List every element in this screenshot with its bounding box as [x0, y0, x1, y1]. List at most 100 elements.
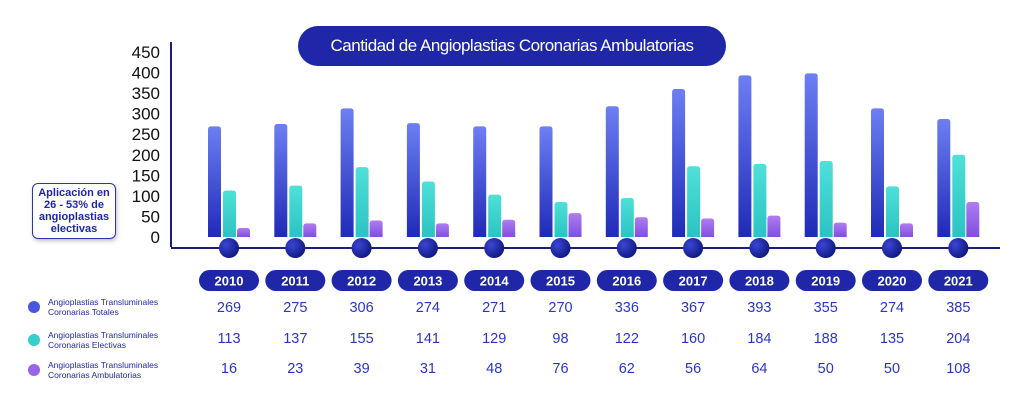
year-pill: [663, 270, 724, 291]
bar-electivas: [886, 186, 899, 237]
timeline-dot: [351, 238, 372, 258]
table-value: 122: [615, 331, 639, 347]
table-value: 355: [814, 300, 838, 316]
bar-electivas: [289, 185, 303, 237]
table-value: 160: [681, 331, 705, 347]
year-pill: [530, 270, 591, 291]
bar-totales: [406, 123, 420, 237]
timeline-dot: [417, 238, 438, 258]
side-note: Aplicación en 26 - 53% de angioplastias …: [32, 183, 116, 239]
bar-ambulatorias: [900, 223, 913, 237]
timeline-dot: [616, 238, 637, 258]
year-pill: [397, 270, 458, 291]
year-label: 2016: [612, 274, 641, 289]
legend-item-ambulatorias: Angioplastias Transluminales Coronarias …: [28, 356, 208, 384]
table-value: 393: [747, 300, 771, 316]
year-label: 2017: [679, 274, 708, 289]
year-label: 2013: [413, 274, 442, 289]
table-value: 113: [217, 331, 240, 347]
bar-electivas: [952, 154, 966, 237]
y-tick-label: 450: [132, 43, 160, 62]
table-value: 64: [751, 361, 767, 377]
table-value: 108: [946, 361, 970, 377]
y-tick-label: 150: [132, 166, 160, 185]
table-value: 204: [946, 331, 970, 347]
y-tick-label: 400: [132, 64, 160, 83]
year-pill: [795, 270, 856, 291]
bar-totales: [804, 73, 818, 237]
table-value: 39: [354, 361, 370, 377]
bar-ambulatorias: [634, 217, 648, 237]
y-tick-label: 350: [132, 84, 160, 103]
bar-ambulatorias: [767, 215, 781, 237]
y-tick-label: 250: [132, 125, 160, 144]
bar-electivas: [355, 167, 369, 237]
timeline-dot: [882, 238, 902, 258]
table-value: 336: [615, 300, 639, 316]
timeline-dot: [948, 238, 969, 258]
table-value: 274: [880, 300, 904, 316]
table-value: 275: [283, 300, 307, 316]
bar-electivas: [819, 160, 833, 237]
legend-label-ambulatorias: Angioplastias Transluminales Coronarias …: [48, 360, 159, 380]
legend-dot-ambulatorias: [28, 364, 40, 376]
table-value: 76: [552, 361, 568, 377]
bar-electivas: [687, 166, 701, 237]
legend-label-totales: Angioplastias Transluminales Coronarias …: [48, 297, 159, 317]
bar-ambulatorias: [568, 213, 582, 237]
bar-totales: [340, 108, 354, 237]
table-value: 48: [486, 361, 502, 377]
bar-totales: [473, 126, 487, 237]
table-value: 129: [482, 331, 506, 347]
bar-totales: [672, 89, 686, 237]
table-value: 270: [548, 300, 572, 316]
year-label: 2018: [745, 274, 774, 289]
year-pill: [928, 270, 989, 291]
bar-ambulatorias: [435, 223, 449, 237]
bar-totales: [539, 126, 553, 237]
bar-electivas: [421, 181, 435, 237]
year-pill: [199, 270, 259, 291]
table-value: 141: [416, 331, 440, 347]
table-value: 23: [287, 361, 303, 377]
chart-title: Cantidad de Angioplastias Coronarias Amb…: [298, 26, 726, 66]
bar-totales: [871, 108, 884, 237]
bar-electivas: [620, 197, 634, 237]
table-value: 50: [884, 361, 900, 377]
year-label: 2012: [347, 274, 376, 289]
bar-totales: [937, 119, 951, 237]
y-tick-label: 100: [132, 187, 160, 206]
year-label: 2020: [878, 274, 907, 289]
bar-electivas: [554, 202, 568, 237]
table-value: 135: [880, 331, 904, 347]
year-pill: [464, 270, 525, 291]
bar-totales: [208, 126, 221, 237]
timeline-dot: [550, 238, 571, 258]
bar-ambulatorias: [833, 222, 847, 237]
table-value: 98: [552, 331, 568, 347]
bar-ambulatorias: [966, 202, 980, 237]
table-value: 269: [217, 300, 241, 316]
table-value: 50: [818, 361, 834, 377]
timeline-dot: [815, 238, 836, 258]
bar-electivas: [753, 163, 767, 237]
table-value: 188: [814, 331, 838, 347]
y-tick-label: 300: [132, 105, 160, 124]
year-label: 2021: [944, 274, 973, 289]
bar-electivas: [223, 190, 236, 237]
year-pill: [265, 270, 326, 291]
legend-dot-totales: [28, 301, 40, 313]
year-pill: [729, 270, 790, 291]
table-value: 271: [482, 300, 506, 316]
table-value: 184: [747, 331, 771, 347]
bar-ambulatorias: [303, 223, 317, 237]
timeline-dot: [484, 238, 505, 258]
legend-item-totales: Angioplastias Transluminales Coronarias …: [28, 293, 208, 321]
table-value: 31: [420, 361, 436, 377]
table-value: 155: [349, 331, 373, 347]
bar-ambulatorias: [237, 227, 250, 237]
table-value: 62: [619, 361, 635, 377]
bar-totales: [605, 106, 619, 238]
bar-totales: [274, 123, 288, 237]
timeline-dot: [285, 238, 306, 258]
